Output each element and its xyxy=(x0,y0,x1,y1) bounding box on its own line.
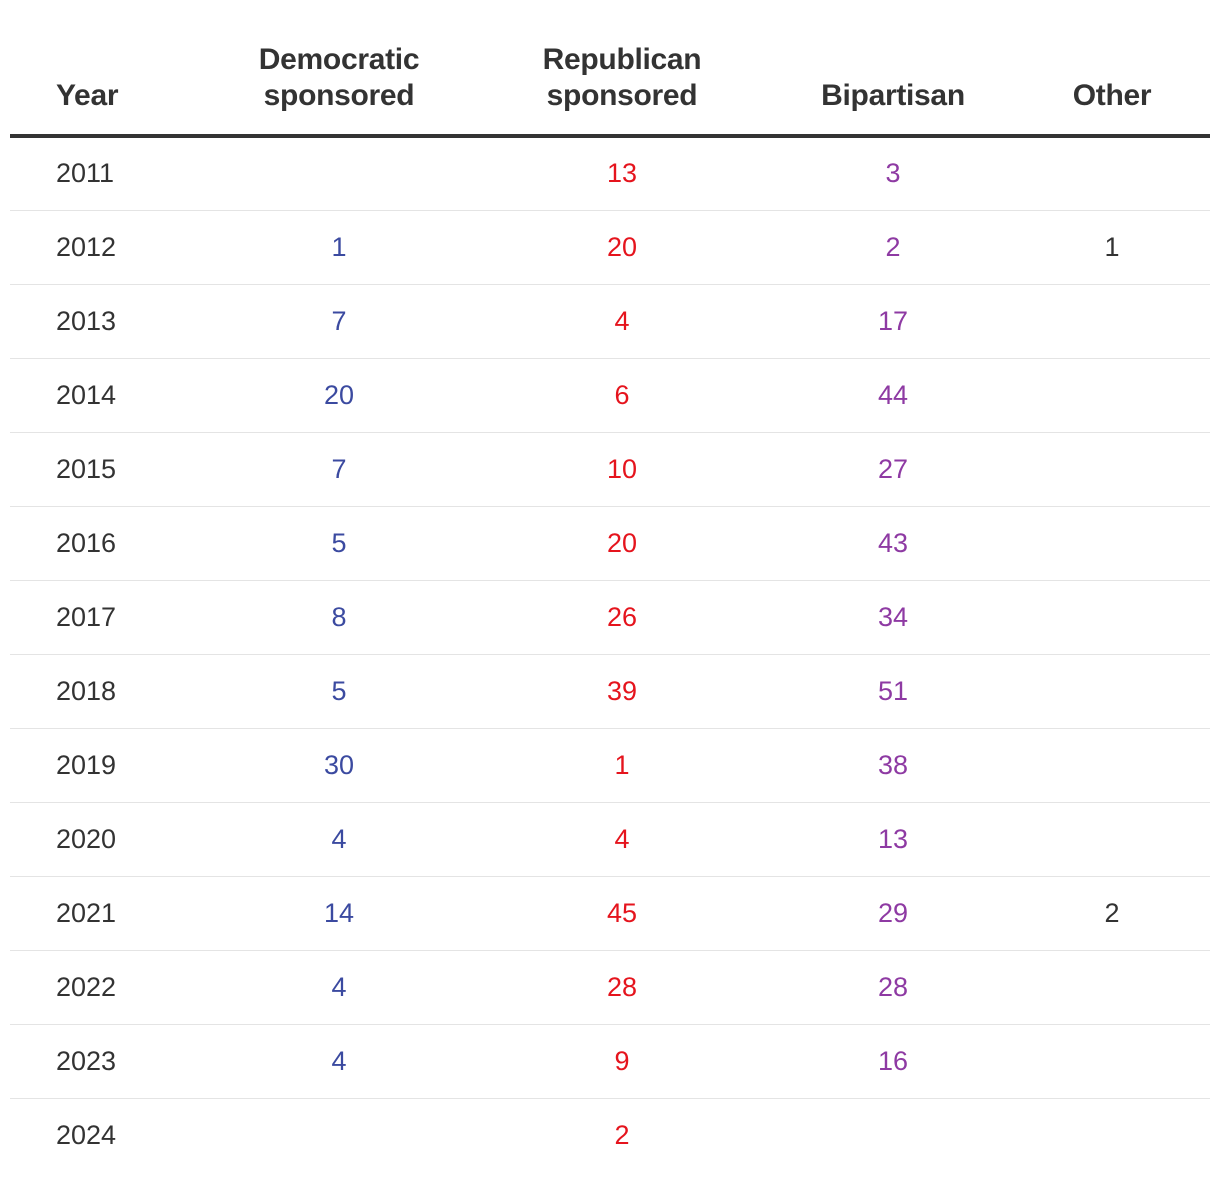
cell-democratic: 4 xyxy=(206,802,472,877)
column-header-bipartisan: Bipartisan xyxy=(772,0,1014,138)
header-row: Year Democratic sponsored Republican spo… xyxy=(10,0,1210,138)
cell-democratic: 1 xyxy=(206,210,472,285)
data-table-container: Year Democratic sponsored Republican spo… xyxy=(10,0,1210,1172)
cell-bipartisan: 3 xyxy=(772,136,1014,211)
cell-republican: 28 xyxy=(472,950,772,1025)
table-row: 2024 2 xyxy=(10,1098,1210,1172)
cell-bipartisan xyxy=(772,1098,1014,1172)
cell-other xyxy=(1014,432,1210,507)
table-row: 2023 4 9 16 xyxy=(10,1024,1210,1099)
cell-other xyxy=(1014,136,1210,211)
table-row: 2013 7 4 17 xyxy=(10,284,1210,359)
cell-republican: 20 xyxy=(472,210,772,285)
cell-democratic: 8 xyxy=(206,580,472,655)
cell-republican: 20 xyxy=(472,506,772,581)
cell-democratic: 4 xyxy=(206,1024,472,1099)
cell-republican: 2 xyxy=(614,1119,630,1150)
table-row: 2017 8 26 34 xyxy=(10,580,1210,655)
cell-republican: 26 xyxy=(472,580,772,655)
cell-bipartisan: 44 xyxy=(772,358,1014,433)
cell-year: 2014 xyxy=(10,358,206,433)
cell-democratic: 5 xyxy=(206,506,472,581)
cell-republican: 4 xyxy=(472,284,772,359)
cell-bipartisan: 17 xyxy=(772,284,1014,359)
table-row: 2018 5 39 51 xyxy=(10,654,1210,729)
cell-other xyxy=(1014,950,1210,1025)
table-row: 2016 5 20 43 xyxy=(10,506,1210,581)
cell-bipartisan: 28 xyxy=(772,950,1014,1025)
cell-year: 2021 xyxy=(10,876,206,951)
cell-year: 2024 xyxy=(56,1119,117,1150)
column-header-other: Other xyxy=(1014,0,1210,138)
column-header-republican: Republican sponsored xyxy=(472,0,772,138)
cell-other xyxy=(1014,506,1210,581)
cell-other xyxy=(1014,580,1210,655)
cell-year: 2022 xyxy=(10,950,206,1025)
cell-other xyxy=(1014,802,1210,877)
cell-bipartisan: 29 xyxy=(772,876,1014,951)
table-row: 2012 1 20 2 1 xyxy=(10,210,1210,285)
table-row: 2019 30 1 38 xyxy=(10,728,1210,803)
cell-other xyxy=(1014,654,1210,729)
cell-other xyxy=(1014,284,1210,359)
cell-republican: 1 xyxy=(472,728,772,803)
cell-bipartisan: 16 xyxy=(772,1024,1014,1099)
table-row: 2020 4 4 13 xyxy=(10,802,1210,877)
cell-republican: 13 xyxy=(472,136,772,211)
column-header-year: Year xyxy=(10,0,206,138)
cell-year: 2020 xyxy=(10,802,206,877)
column-header-republican-label: Republican sponsored xyxy=(542,43,702,112)
cell-bipartisan: 2 xyxy=(772,210,1014,285)
cell-bipartisan: 13 xyxy=(772,802,1014,877)
cell-republican: 6 xyxy=(472,358,772,433)
cell-republican: 4 xyxy=(472,802,772,877)
cell-democratic: 14 xyxy=(206,876,472,951)
cell-bipartisan: 51 xyxy=(772,654,1014,729)
table-row: 2022 4 28 28 xyxy=(10,950,1210,1025)
cell-republican: 39 xyxy=(472,654,772,729)
cell-year: 2012 xyxy=(10,210,206,285)
cell-democratic: 7 xyxy=(206,284,472,359)
cell-democratic xyxy=(206,136,472,211)
cell-republican: 9 xyxy=(472,1024,772,1099)
cell-bipartisan: 38 xyxy=(772,728,1014,803)
table-body: 2011 13 3 2012 1 20 2 1 2013 7 4 17 2014 20 6 44 2015 7 10… xyxy=(10,136,1210,1172)
cell-democratic: 7 xyxy=(206,432,472,507)
cell-bipartisan: 43 xyxy=(772,506,1014,581)
cell-year: 2018 xyxy=(10,654,206,729)
cell-other xyxy=(1014,358,1210,433)
cell-year: 2015 xyxy=(10,432,206,507)
cell-democratic: 5 xyxy=(206,654,472,729)
cell-republican: 10 xyxy=(472,432,772,507)
cell-democratic: 30 xyxy=(206,728,472,803)
cell-year: 2016 xyxy=(10,506,206,581)
cell-republican: 45 xyxy=(472,876,772,951)
cell-year: 2017 xyxy=(10,580,206,655)
column-header-democratic-label: Democratic sponsored xyxy=(258,43,420,112)
cell-other xyxy=(1014,728,1210,803)
table-row: 2011 13 3 xyxy=(10,136,1210,211)
cell-other xyxy=(1014,1098,1210,1172)
cell-bipartisan: 27 xyxy=(772,432,1014,507)
cell-other: 2 xyxy=(1014,876,1210,951)
cell-other: 1 xyxy=(1014,210,1210,285)
cell-year: 2011 xyxy=(10,136,206,211)
cell-democratic xyxy=(206,1098,472,1172)
cell-year: 2019 xyxy=(10,728,206,803)
cell-bipartisan: 34 xyxy=(772,580,1014,655)
column-header-democratic: Democratic sponsored xyxy=(206,0,472,138)
cell-other xyxy=(1014,1024,1210,1099)
table-header: Year Democratic sponsored Republican spo… xyxy=(10,0,1210,138)
table-row: 2015 7 10 27 xyxy=(10,432,1210,507)
cell-year: 2023 xyxy=(10,1024,206,1099)
sponsorship-table: Year Democratic sponsored Republican spo… xyxy=(10,0,1210,1172)
table-row: 2021 14 45 29 2 xyxy=(10,876,1210,951)
cell-democratic: 20 xyxy=(206,358,472,433)
cell-democratic: 4 xyxy=(206,950,472,1025)
cell-year: 2013 xyxy=(10,284,206,359)
table-row: 2014 20 6 44 xyxy=(10,358,1210,433)
